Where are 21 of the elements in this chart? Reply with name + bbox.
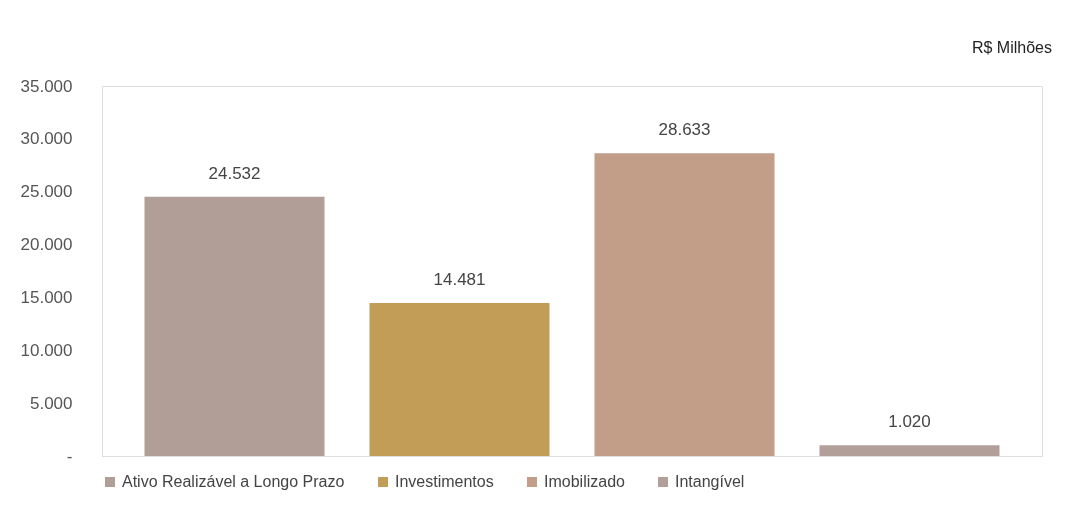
y-tick-label: 35.000	[20, 76, 73, 96]
legend-label: Investimentos	[395, 473, 494, 490]
data-label: 14.481	[433, 269, 486, 289]
y-tick-label: 20.000	[20, 235, 73, 255]
y-tick-label: 15.000	[20, 287, 73, 307]
text: R$ Milhões	[971, 39, 1052, 56]
data-label: 1.020	[888, 412, 931, 432]
bar	[144, 196, 325, 456]
bar	[594, 153, 775, 456]
y-tick-label: 30.000	[20, 129, 73, 149]
bar	[369, 302, 550, 456]
y-tick-label: 25.000	[20, 182, 73, 202]
y-tick-label: -	[66, 446, 73, 466]
legend-label: Ativo Realizável a Longo Prazo	[122, 473, 345, 490]
data-label: 28.633	[658, 120, 711, 140]
legend-label: Imobilizado	[544, 473, 626, 490]
y-tick-label: 5.000	[29, 393, 73, 413]
bar	[819, 445, 1000, 456]
y-tick-label: 10.000	[20, 340, 73, 360]
legend-label: Intangível	[675, 473, 745, 490]
data-label: 24.532	[208, 163, 261, 183]
